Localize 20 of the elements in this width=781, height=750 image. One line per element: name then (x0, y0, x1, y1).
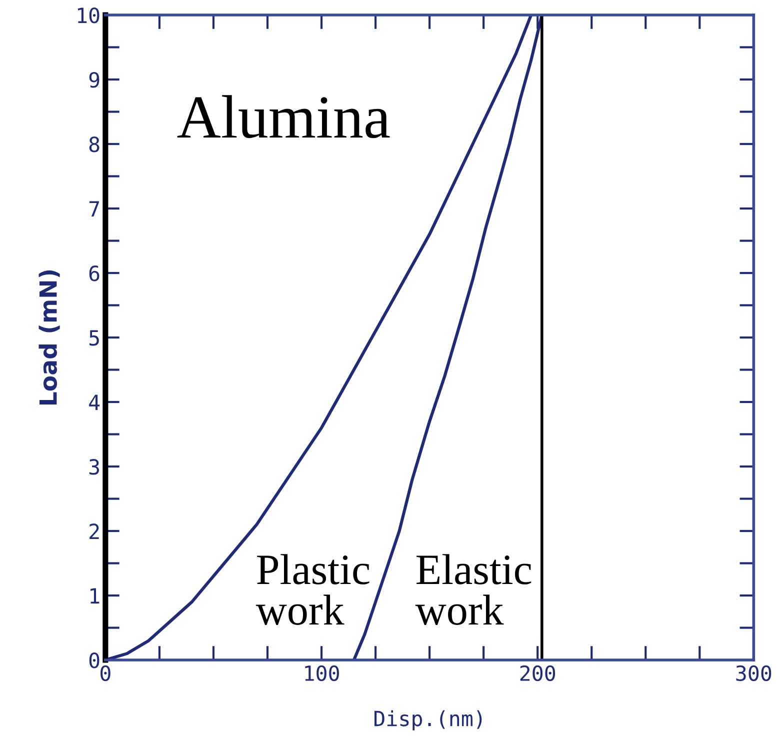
y-tick-label: 9 (89, 72, 100, 88)
x-axis-title: Disp.(nm) (374, 710, 482, 730)
y-tick-label: 8 (89, 136, 100, 152)
y-tick-label: 5 (89, 330, 99, 346)
y-tick-label: 7 (89, 201, 100, 216)
x-tick-label: 100 (305, 665, 339, 682)
annotation: Alumina (177, 95, 390, 138)
x-tick-label: 200 (520, 665, 556, 682)
y-axis-title: Load (mN) (38, 270, 60, 404)
y-tick-label: 2 (90, 524, 99, 539)
y-tick-label: 10 (78, 8, 100, 24)
y-tick-label: 4 (89, 394, 100, 410)
y-tick-label: 0 (89, 652, 100, 668)
y-tick-label: 6 (89, 266, 100, 282)
y-tick-label: 3 (89, 459, 100, 475)
annotation: Elastic work (415, 554, 532, 625)
x-tick-label: 0 (100, 665, 110, 682)
annotation: Plastic work (256, 554, 370, 625)
x-tick-label: 300 (736, 665, 772, 682)
y-tick-label: 1 (90, 588, 100, 604)
